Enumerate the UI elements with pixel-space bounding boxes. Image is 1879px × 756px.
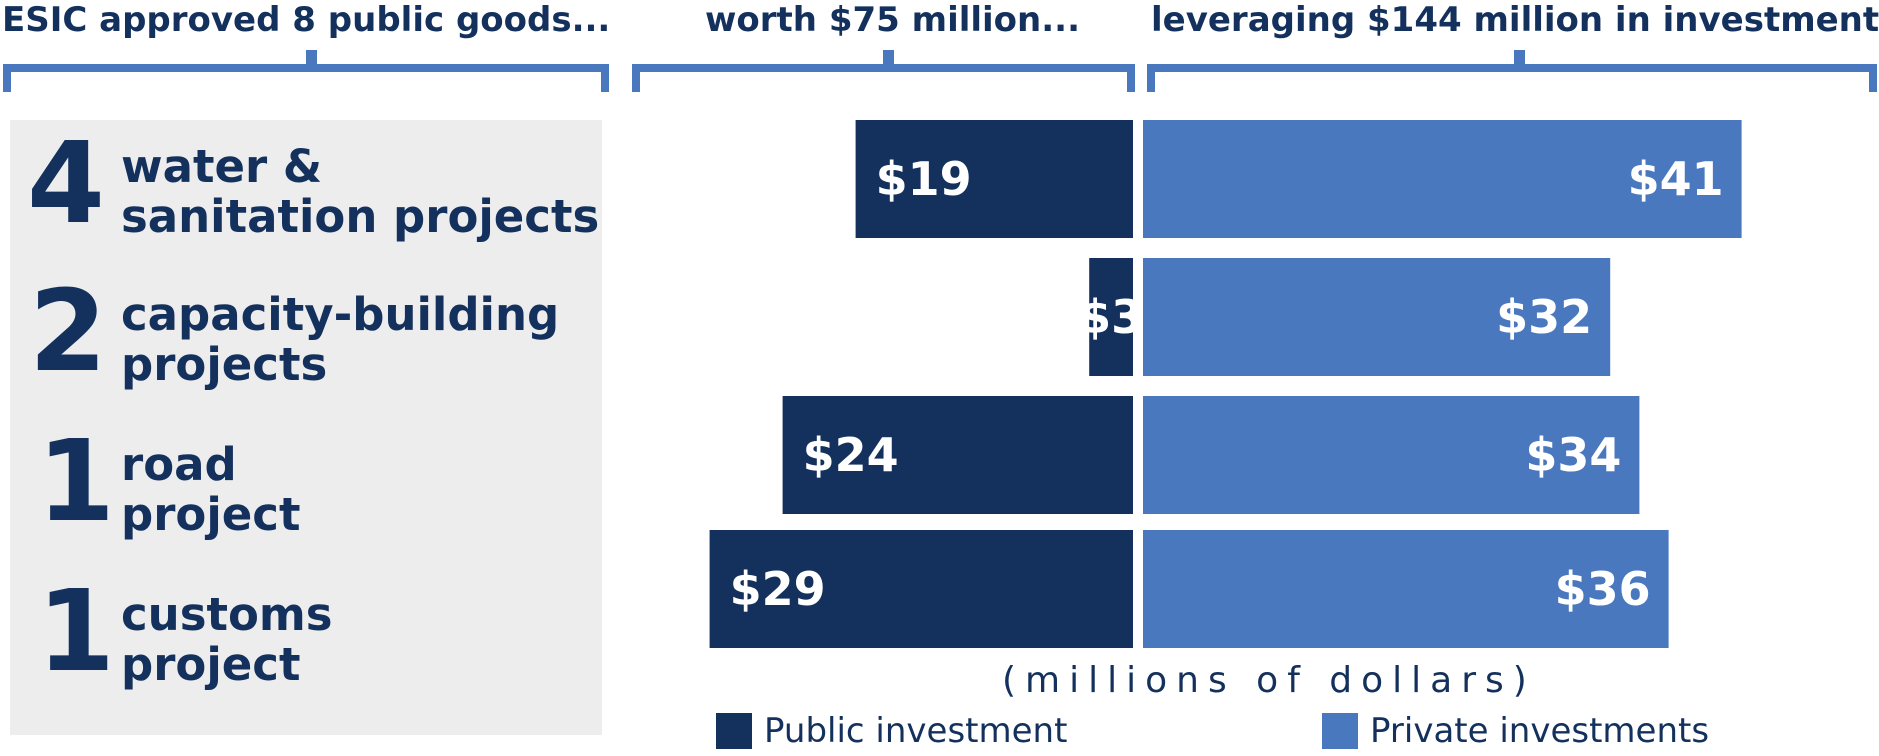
bar-label-public: $19 bbox=[876, 152, 972, 206]
legend-private: Private investments bbox=[1322, 711, 1709, 751]
bar-private bbox=[1143, 396, 1640, 514]
project-line: project bbox=[121, 638, 301, 691]
bar-label-public: $3 bbox=[1079, 290, 1143, 344]
legend-label-public: Public investment bbox=[764, 711, 1068, 751]
header-goods: ESIC approved 8 public goods... bbox=[2, 0, 611, 40]
legend-swatch-private bbox=[1322, 713, 1358, 749]
bar-label-private: $36 bbox=[1555, 562, 1651, 616]
bar-public bbox=[782, 396, 1133, 514]
project-line: sanitation projects bbox=[121, 190, 600, 243]
bar-private bbox=[1143, 120, 1742, 238]
project-description: water & sanitation projects bbox=[121, 142, 599, 242]
legend-public: Public investment bbox=[716, 711, 1067, 751]
bar-label-public: $29 bbox=[730, 562, 826, 616]
project-description: road project bbox=[121, 440, 300, 540]
project-row: 4 water & sanitation projects bbox=[10, 120, 602, 260]
project-line: customs bbox=[121, 588, 333, 641]
project-description: customs project bbox=[121, 590, 333, 690]
bracket-worth bbox=[632, 50, 1135, 92]
bar-private bbox=[1143, 530, 1669, 648]
project-count: 1 bbox=[37, 417, 115, 547]
bar-private bbox=[1143, 258, 1611, 376]
header-leverage: leveraging $144 million in investment. bbox=[1151, 0, 1879, 40]
project-description: capacity-building projects bbox=[121, 290, 559, 390]
project-line: capacity-building bbox=[121, 288, 560, 341]
project-line: water & bbox=[121, 140, 323, 193]
legend-swatch-public bbox=[716, 713, 752, 749]
projects-panel: 4 water & sanitation projects 2 capacity… bbox=[10, 120, 602, 735]
units-label: (millions of dollars) bbox=[1002, 660, 1536, 701]
project-row: 1 road project bbox=[10, 418, 602, 558]
project-count: 4 bbox=[27, 119, 105, 249]
bar-label-private: $41 bbox=[1628, 152, 1724, 206]
bracket-leverage bbox=[1147, 50, 1877, 92]
project-line: project bbox=[121, 488, 301, 541]
bar-label-private: $34 bbox=[1525, 428, 1621, 482]
header-worth: worth $75 million... bbox=[705, 0, 1080, 40]
bar-label-public: $24 bbox=[803, 428, 899, 482]
legend-label-private: Private investments bbox=[1370, 711, 1710, 751]
bar-public bbox=[709, 530, 1133, 648]
project-line: road bbox=[121, 438, 237, 491]
project-row: 1 customs project bbox=[10, 568, 602, 708]
bar-label-private: $32 bbox=[1496, 290, 1592, 344]
bracket-goods bbox=[3, 50, 609, 92]
project-line: projects bbox=[121, 338, 328, 391]
project-count: 2 bbox=[29, 267, 107, 397]
project-row: 2 capacity-building projects bbox=[10, 268, 602, 408]
bar-public bbox=[1089, 258, 1133, 376]
project-count: 1 bbox=[37, 567, 115, 697]
bar-public bbox=[855, 120, 1133, 238]
